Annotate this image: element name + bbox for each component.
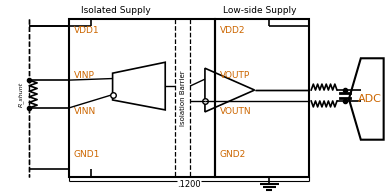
Text: VOUTP: VOUTP [220,71,250,80]
Text: Low-side Supply: Low-side Supply [223,6,296,15]
Text: Isolation Barrier: Isolation Barrier [180,70,185,126]
Text: .1200: .1200 [177,180,201,189]
Text: GND2: GND2 [220,150,246,159]
Bar [69,19,215,177]
Text: ADC: ADC [358,94,382,104]
Text: GND1: GND1 [74,150,100,159]
Text: VDD2: VDD2 [220,26,245,35]
Text: R_shunt: R_shunt [18,81,24,107]
Text: Isolated Supply: Isolated Supply [81,6,151,15]
Text: VINN: VINN [74,107,96,116]
Text: VDD1: VDD1 [74,26,100,35]
Text: VINP: VINP [74,71,95,80]
Text: VOUTN: VOUTN [220,107,251,116]
Bar [215,19,309,177]
